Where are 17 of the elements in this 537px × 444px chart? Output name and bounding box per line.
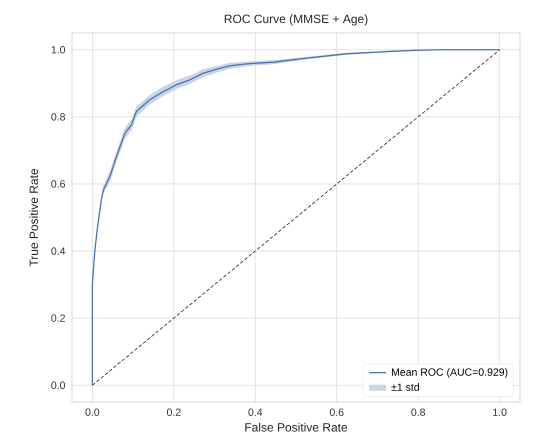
x-tick-label: 0.8: [411, 408, 426, 416]
x-tick-label: 1.0: [493, 408, 507, 416]
y-tick-label: 0.2: [51, 314, 65, 322]
annotation: ±1 std: [391, 383, 419, 391]
x-tick-label: 0.4: [248, 408, 262, 416]
x-axis-title: False Positive Rate: [245, 422, 348, 432]
y-axis-title: True Positive Rate: [29, 168, 38, 266]
y-tick-label: 0.6: [51, 180, 66, 188]
y-tick-label: 0.4: [51, 247, 66, 255]
y-tick-label: 0.8: [51, 113, 66, 121]
x-tick-label: 0.0: [85, 408, 100, 416]
x-tick-label: 0.2: [166, 408, 181, 416]
y-tick-label: 1.0: [52, 46, 66, 54]
x-tick-label: 0.6: [330, 408, 344, 416]
legend-label: Mean ROC (AUC=0.929): [392, 368, 508, 378]
chart-title: ROC Curve (MMSE + Age): [224, 14, 368, 26]
y-tick-label: 0.0: [51, 382, 66, 389]
